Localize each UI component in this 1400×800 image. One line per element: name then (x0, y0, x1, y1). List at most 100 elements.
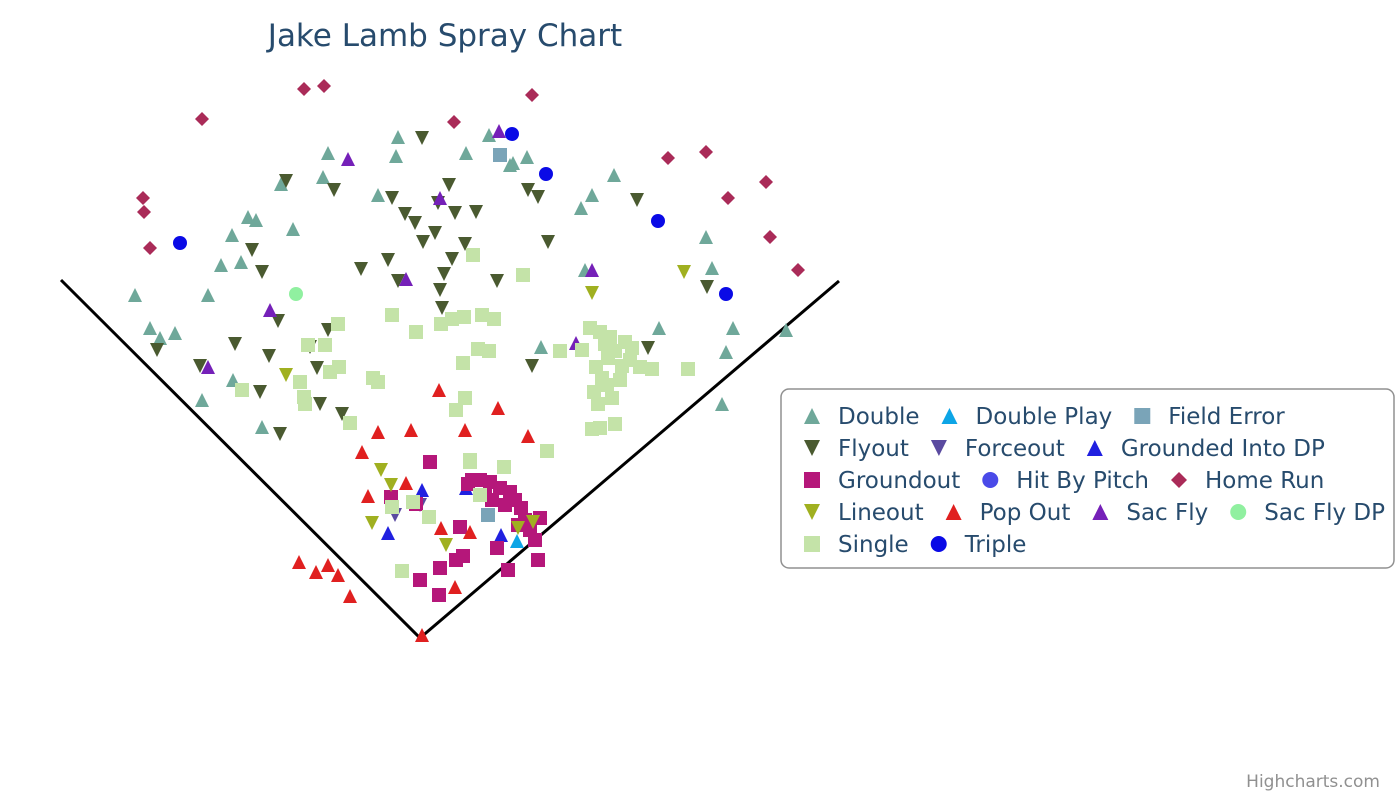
flyout-point[interactable] (435, 301, 449, 315)
single-point[interactable] (608, 417, 622, 431)
flyout-point[interactable] (630, 193, 644, 207)
home-run-point[interactable] (661, 151, 675, 165)
home-run-point[interactable] (759, 175, 773, 189)
double-point[interactable] (482, 128, 496, 142)
triple-point[interactable] (651, 214, 665, 228)
home-run-point[interactable] (143, 241, 157, 255)
single-point[interactable] (456, 356, 470, 370)
flyout-point[interactable] (521, 183, 535, 197)
single-point[interactable] (681, 362, 695, 376)
double-point[interactable] (699, 230, 713, 244)
double-point[interactable] (225, 228, 239, 242)
pop-out-point[interactable] (432, 383, 446, 397)
legend-item-field-error[interactable]: Field Error (1134, 404, 1285, 430)
single-point[interactable] (516, 268, 530, 282)
flyout-point[interactable] (262, 349, 276, 363)
double-point[interactable] (168, 326, 182, 340)
pop-out-point[interactable] (292, 555, 306, 569)
single-point[interactable] (434, 317, 448, 331)
lineout-point[interactable] (365, 516, 379, 530)
single-point[interactable] (473, 488, 487, 502)
double-point[interactable] (201, 288, 215, 302)
flyout-point[interactable] (335, 407, 349, 421)
sac-fly-dp-point[interactable] (289, 287, 303, 301)
double-point[interactable] (715, 397, 729, 411)
single-point[interactable] (589, 360, 603, 374)
lineout-point[interactable] (384, 478, 398, 492)
legend-item-hit-by-pitch[interactable]: Hit By Pitch (982, 468, 1149, 494)
single-point[interactable] (371, 375, 385, 389)
double-point[interactable] (585, 188, 599, 202)
flyout-point[interactable] (398, 207, 412, 221)
flyout-point[interactable] (442, 178, 456, 192)
double-point[interactable] (705, 261, 719, 275)
flyout-point[interactable] (469, 205, 483, 219)
pop-out-point[interactable] (434, 521, 448, 535)
single-point[interactable] (293, 375, 307, 389)
single-point[interactable] (298, 397, 312, 411)
legend-item-grounded-into-dp[interactable]: Grounded Into DP (1086, 436, 1325, 462)
pop-out-point[interactable] (321, 558, 335, 572)
double-point[interactable] (726, 321, 740, 335)
legend-item-triple[interactable]: Triple (930, 532, 1027, 558)
field-error-point[interactable] (481, 508, 495, 522)
home-run-point[interactable] (136, 191, 150, 205)
single-point[interactable] (332, 360, 346, 374)
lineout-point[interactable] (511, 521, 525, 535)
pop-out-point[interactable] (404, 423, 418, 437)
sac-fly-point[interactable] (341, 152, 355, 166)
legend-item-sac-fly[interactable]: Sac Fly (1092, 500, 1208, 526)
single-point[interactable] (497, 460, 511, 474)
flyout-point[interactable] (415, 131, 429, 145)
flyout-point[interactable] (279, 174, 293, 188)
legend-item-single[interactable]: Single (804, 532, 909, 558)
pop-out-point[interactable] (448, 580, 462, 594)
flyout-point[interactable] (245, 243, 259, 257)
triple-point[interactable] (539, 167, 553, 181)
double-point[interactable] (520, 150, 534, 164)
single-point[interactable] (553, 344, 567, 358)
flyout-point[interactable] (391, 274, 405, 288)
single-point[interactable] (625, 341, 639, 355)
sac-fly-point[interactable] (492, 124, 506, 138)
flyout-point[interactable] (271, 314, 285, 328)
lineout-point[interactable] (677, 265, 691, 279)
flyout-point[interactable] (458, 237, 472, 251)
single-point[interactable] (301, 338, 315, 352)
flyout-point[interactable] (327, 183, 341, 197)
single-point[interactable] (318, 338, 332, 352)
flyout-point[interactable] (428, 226, 442, 240)
flyout-point[interactable] (490, 274, 504, 288)
double-point[interactable] (321, 146, 335, 160)
double-point[interactable] (255, 420, 269, 434)
home-run-point[interactable] (763, 230, 777, 244)
legend-item-sac-fly-dp[interactable]: Sac Fly DP (1230, 500, 1385, 526)
groundout-point[interactable] (531, 553, 545, 567)
double-point[interactable] (286, 222, 300, 236)
lineout-point[interactable] (439, 538, 453, 552)
home-run-point[interactable] (447, 115, 461, 129)
single-point[interactable] (395, 564, 409, 578)
lineout-point[interactable] (526, 515, 540, 529)
home-run-point[interactable] (137, 205, 151, 219)
groundout-point[interactable] (453, 520, 467, 534)
single-point[interactable] (331, 317, 345, 331)
grounded-into-dp-point[interactable] (415, 483, 429, 497)
flyout-point[interactable] (381, 253, 395, 267)
home-run-point[interactable] (195, 112, 209, 126)
groundout-point[interactable] (433, 561, 447, 575)
single-point[interactable] (449, 403, 463, 417)
grounded-into-dp-point[interactable] (494, 528, 508, 542)
legend-item-home-run[interactable]: Home Run (1171, 468, 1324, 494)
field-error-point[interactable] (493, 148, 507, 162)
flyout-point[interactable] (253, 385, 267, 399)
flyout-point[interactable] (541, 235, 555, 249)
double-point[interactable] (195, 393, 209, 407)
single-point[interactable] (575, 343, 589, 357)
single-point[interactable] (385, 308, 399, 322)
flyout-point[interactable] (531, 190, 545, 204)
sac-fly-point[interactable] (263, 303, 277, 317)
single-point[interactable] (633, 360, 647, 374)
flyout-point[interactable] (193, 359, 207, 373)
double-point[interactable] (779, 323, 793, 337)
